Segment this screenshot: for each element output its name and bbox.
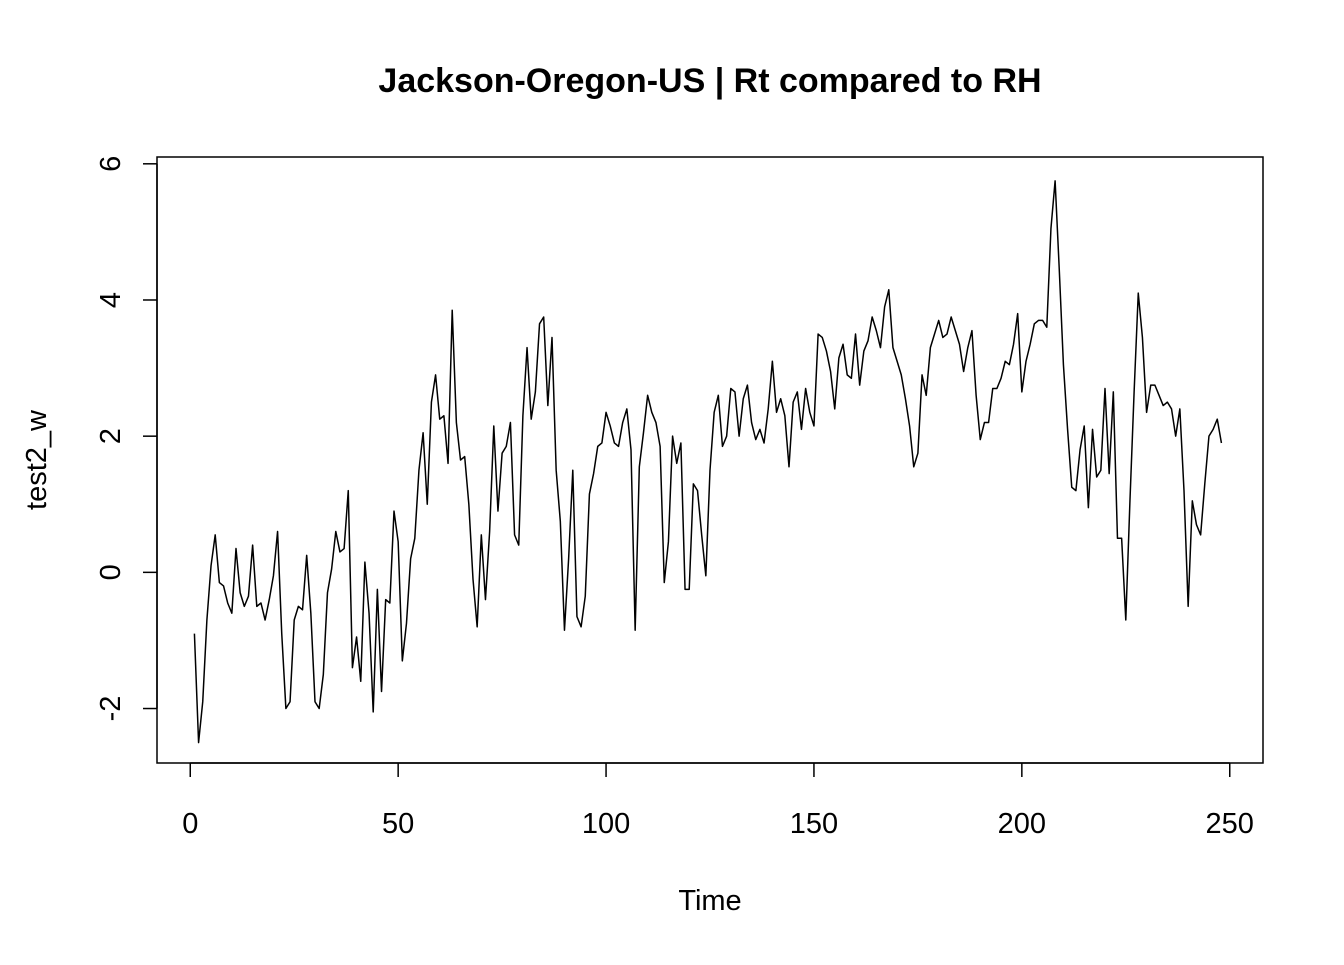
- y-axis: -2 0 2 4 6: [95, 156, 158, 722]
- x-tick-label: 50: [382, 808, 414, 840]
- y-tick-label: 4: [95, 292, 127, 308]
- y-tick-label: -2: [95, 696, 127, 722]
- x-tick-label: 200: [998, 808, 1046, 840]
- y-tick-label: 6: [95, 156, 127, 172]
- y-tick-label: 0: [95, 564, 127, 580]
- x-axis: 0 50 100 150 200 250: [182, 762, 1254, 840]
- x-axis-label: Time: [678, 885, 741, 917]
- x-tick-label: 250: [1206, 808, 1254, 840]
- y-tick-label: 2: [95, 428, 127, 444]
- y-axis-label: test2_w: [21, 409, 53, 510]
- x-tick-label: 150: [790, 808, 838, 840]
- x-tick-label: 0: [182, 808, 198, 840]
- chart-title: Jackson-Oregon-US | Rt compared to RH: [378, 62, 1041, 100]
- series-line: [193, 180, 1223, 744]
- x-tick-label: 100: [582, 808, 630, 840]
